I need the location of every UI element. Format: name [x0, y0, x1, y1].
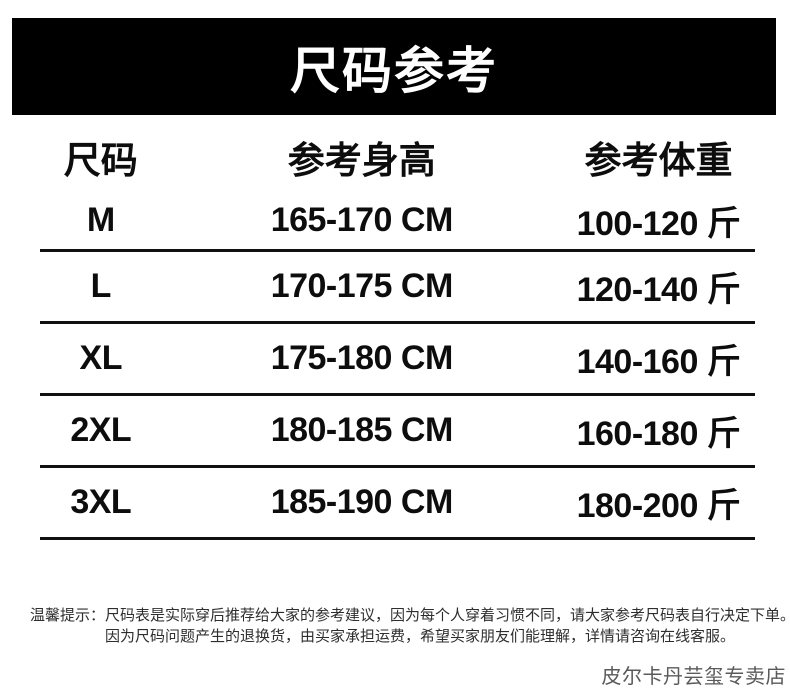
warm-tips-content: 尺码表是实际穿后推荐给大家的参考建议，因为每个人穿着习惯不同，请大家参考尺码表自…	[105, 605, 790, 647]
page-title: 尺码参考	[290, 42, 498, 99]
header-cell-height: 参考身高	[287, 140, 436, 181]
header-cell-weight: 参考体重	[584, 140, 733, 181]
cell-weight: 160-180 斤	[576, 415, 741, 453]
cell-weight: 140-160 斤	[576, 343, 741, 381]
table-row: M 165-170 CM 100-120 斤	[40, 192, 755, 252]
cell-size: L	[90, 267, 112, 305]
table-row: L 170-175 CM 120-140 斤	[40, 252, 755, 324]
cell-size: M	[86, 201, 115, 239]
table-row: 3XL 185-190 CM 180-200 斤	[40, 468, 755, 540]
cell-weight: 120-140 斤	[576, 271, 741, 309]
cell-weight: 180-200 斤	[576, 487, 741, 525]
warm-tips-line1: 尺码表是实际穿后推荐给大家的参考建议，因为每个人穿着习惯不同，请大家参考尺码表自…	[105, 607, 790, 624]
cell-height: 170-175 CM	[270, 267, 454, 305]
header-cell-size: 尺码	[63, 140, 138, 181]
table-header-row: 尺码 参考身高 参考体重	[40, 122, 755, 192]
cell-size: 2XL	[70, 411, 132, 449]
store-watermark: 皮尔卡丹芸玺专卖店	[601, 666, 786, 688]
cell-height: 185-190 CM	[270, 483, 454, 521]
warm-tips-line2: 因为尺码问题产生的退换货，由买家承担运费，希望买家朋友们能理解，详情请咨询在线客…	[105, 628, 736, 645]
cell-weight: 100-120 斤	[576, 205, 741, 243]
size-chart-table: 尺码 参考身高 参考体重 M 165-170 CM 100-120 斤 L 17…	[40, 122, 755, 540]
cell-height: 165-170 CM	[270, 201, 454, 239]
cell-size: 3XL	[70, 483, 132, 521]
cell-height: 175-180 CM	[270, 339, 454, 377]
warm-tips-label: 温馨提示：	[30, 607, 106, 624]
table-row: 2XL 180-185 CM 160-180 斤	[40, 396, 755, 468]
cell-height: 180-185 CM	[270, 411, 454, 449]
warm-tips: 温馨提示： 尺码表是实际穿后推荐给大家的参考建议，因为每个人穿着习惯不同，请大家…	[30, 605, 790, 647]
size-reference-banner: 尺码参考	[12, 18, 776, 115]
cell-size: XL	[79, 339, 123, 377]
table-row: XL 175-180 CM 140-160 斤	[40, 324, 755, 396]
